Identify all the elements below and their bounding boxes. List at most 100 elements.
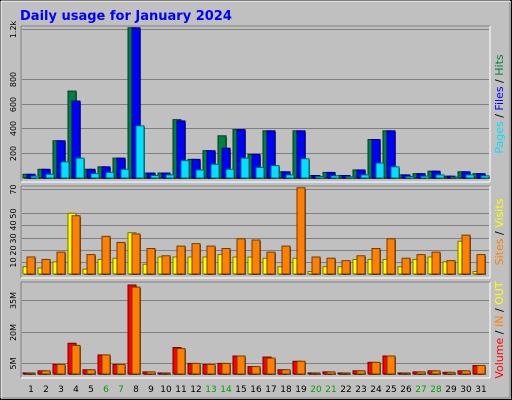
bar-sites	[116, 241, 126, 275]
x-tick-label: 21	[325, 385, 336, 395]
bar-in	[71, 344, 81, 375]
bar-in	[341, 372, 351, 375]
bar-pages	[180, 160, 190, 179]
bar-pages	[375, 162, 385, 179]
y-tick-label: 600	[9, 97, 18, 112]
x-tick-label: 24	[370, 385, 382, 395]
legend-entry: /	[493, 111, 506, 122]
bar-sites	[101, 235, 111, 275]
bar-pages	[420, 175, 430, 179]
bar-pages	[255, 166, 265, 179]
legend-entry: Files	[493, 86, 506, 110]
bar-pages	[285, 174, 295, 179]
bar-in	[296, 360, 306, 375]
legend-entry: Hits	[493, 54, 506, 76]
bar-sites	[476, 254, 486, 275]
x-tick-label: 16	[250, 385, 262, 395]
x-tick-label: 29	[445, 385, 457, 395]
bar-sites	[221, 248, 231, 275]
bar-in	[86, 369, 96, 375]
legend-hits: Pages / Files / Hits	[493, 54, 506, 154]
bar-pages	[345, 176, 355, 179]
x-tick-label: 22	[340, 385, 351, 395]
x-tick-label: 13	[205, 385, 216, 395]
x-tick-label: 31	[475, 385, 486, 395]
bar-in	[356, 370, 366, 375]
legend-entry: /	[493, 228, 506, 239]
x-tick-label: 28	[430, 385, 442, 395]
bar-pages	[45, 173, 55, 179]
bar-sites	[281, 245, 291, 275]
bar-in	[326, 371, 336, 375]
x-tick-label: 20	[310, 385, 322, 395]
bar-sites	[296, 187, 306, 275]
bar-sites	[326, 257, 336, 275]
bar-in	[431, 370, 441, 375]
legend-entry: Pages	[493, 121, 506, 154]
bar-sites	[191, 243, 201, 275]
x-tick-label: 25	[385, 385, 396, 395]
legend-entry: IN	[493, 316, 506, 327]
bar-sites	[71, 215, 81, 275]
bar-pages	[195, 169, 205, 179]
x-tick-label: 27	[415, 385, 426, 395]
bar-pages	[315, 176, 325, 179]
bar-in	[146, 371, 156, 375]
bar-in	[251, 366, 261, 375]
x-tick-label: 2	[43, 385, 49, 395]
bar-sites	[431, 251, 441, 275]
bar-pages	[300, 158, 310, 179]
chart-title: Daily usage for January 2024	[20, 9, 232, 24]
bar-sites	[131, 233, 141, 275]
legend-entry: OUT	[493, 281, 506, 305]
bar-pages	[330, 175, 340, 179]
x-tick-label: 19	[295, 385, 307, 395]
bar-sites	[446, 260, 456, 275]
y-tick-label: 400	[9, 121, 18, 136]
bar-sites	[416, 254, 426, 275]
bar-pages	[30, 175, 40, 179]
bar-in	[116, 363, 126, 375]
bar-sites	[461, 234, 471, 275]
x-tick-label: 15	[235, 385, 246, 395]
bar-in	[461, 370, 471, 375]
x-tick-label: 14	[220, 385, 232, 395]
bar-in	[416, 371, 426, 375]
bar-pages	[405, 176, 415, 179]
legend-entry: /	[493, 305, 506, 316]
x-tick-label: 4	[73, 385, 79, 395]
x-tick-label: 5	[88, 385, 94, 395]
bar-in	[311, 372, 321, 375]
bar-sites	[161, 255, 171, 275]
bar-sites	[56, 251, 66, 275]
y-tick-label: 20M	[9, 324, 18, 341]
bar-in	[371, 361, 381, 375]
bar-pages	[225, 168, 235, 179]
bar-in	[206, 363, 216, 375]
bar-pages	[480, 175, 490, 179]
y-tick-label: 70	[9, 184, 18, 194]
bar-in	[221, 362, 231, 375]
bar-sites	[146, 248, 156, 275]
bar-in	[161, 372, 171, 375]
bar-pages	[75, 157, 85, 179]
y-tick-label: 50	[9, 208, 18, 218]
x-tick-label: 18	[280, 385, 292, 395]
x-tick-label: 1	[28, 385, 34, 395]
bar-pages	[240, 157, 250, 179]
bar-pages	[150, 175, 160, 179]
panel-volume: 5M 20M 35M Volume / IN / OUT	[9, 281, 506, 379]
bar-in	[131, 286, 141, 375]
x-tick-label: 30	[460, 385, 472, 395]
bar-pages	[210, 163, 220, 179]
panel-visits: 10 20 30 40 50 70 Sites / Visits	[9, 184, 506, 279]
bar-sites	[251, 239, 261, 275]
x-tick-label: 7	[118, 385, 124, 395]
legend-entry: /	[493, 76, 506, 87]
bar-pages	[270, 165, 280, 179]
bar-sites	[206, 245, 216, 275]
y-tick-label: 200	[9, 146, 18, 161]
bar-in	[476, 365, 486, 375]
